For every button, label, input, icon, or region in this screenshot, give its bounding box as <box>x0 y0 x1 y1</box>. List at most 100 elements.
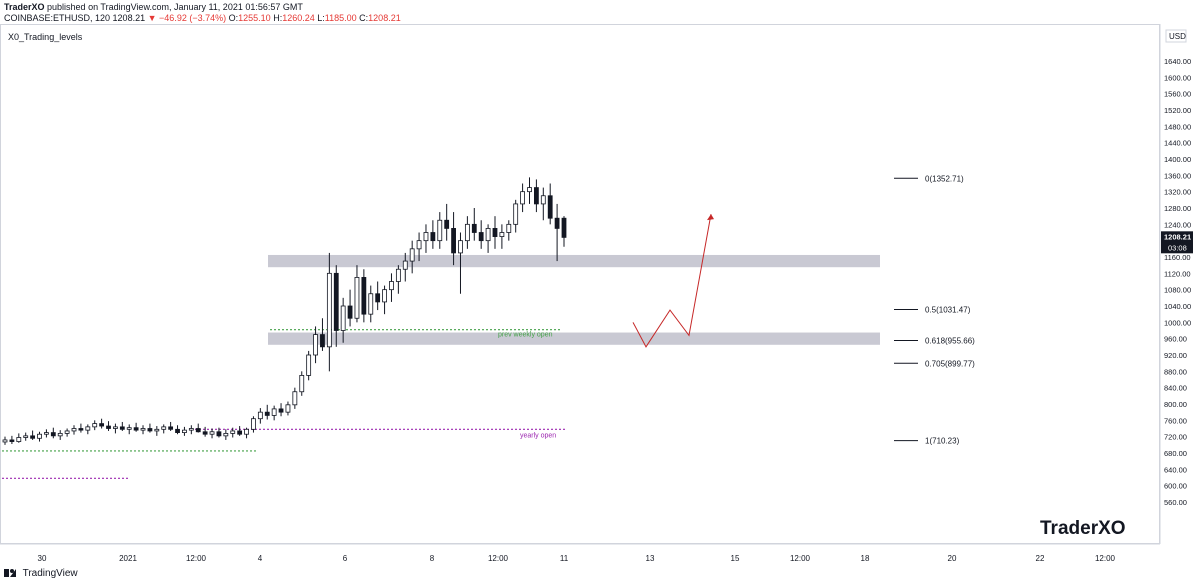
candle[interactable] <box>244 427 249 439</box>
tradingview-footer[interactable]: TradingView <box>4 568 78 579</box>
support-zone[interactable] <box>268 332 880 345</box>
candle[interactable] <box>119 421 125 431</box>
candle[interactable] <box>444 203 450 241</box>
candle[interactable] <box>306 350 312 381</box>
candle[interactable] <box>313 326 318 364</box>
candle[interactable] <box>57 430 63 440</box>
candle[interactable] <box>478 220 484 249</box>
candle[interactable] <box>50 427 56 439</box>
candle[interactable] <box>278 403 284 417</box>
indicator-label[interactable]: X0_Trading_levels <box>8 32 83 42</box>
candle[interactable] <box>527 177 532 204</box>
time-tick-label: 6 <box>343 554 348 563</box>
candle[interactable] <box>395 265 401 294</box>
level-label: yearly open <box>520 432 556 439</box>
candle[interactable] <box>161 424 167 434</box>
last-price-marker[interactable] <box>1161 231 1193 254</box>
open-label: O: <box>228 13 239 23</box>
publish-info: published on TradingView.com, January 11… <box>44 2 303 12</box>
candle[interactable] <box>78 423 84 433</box>
low-label: L: <box>317 13 325 23</box>
candle[interactable] <box>195 423 201 433</box>
candle[interactable] <box>188 425 194 435</box>
candle[interactable] <box>423 224 429 253</box>
candle[interactable] <box>451 212 456 266</box>
candle[interactable] <box>85 424 91 435</box>
candle[interactable] <box>299 371 305 396</box>
candle[interactable] <box>230 427 236 438</box>
candle[interactable] <box>437 212 443 249</box>
candle[interactable] <box>99 418 105 429</box>
candle[interactable] <box>402 252 408 282</box>
candle[interactable] <box>513 199 519 233</box>
candle[interactable] <box>471 208 477 241</box>
candle[interactable] <box>9 435 15 445</box>
candle[interactable] <box>375 281 381 311</box>
candle[interactable] <box>264 404 270 420</box>
time-tick-label: 15 <box>731 554 740 563</box>
candle[interactable] <box>430 220 436 249</box>
candle[interactable] <box>147 423 153 433</box>
candle[interactable] <box>113 423 118 434</box>
candle[interactable] <box>64 428 70 437</box>
candle[interactable] <box>389 273 394 302</box>
candle[interactable] <box>347 289 353 327</box>
candle[interactable] <box>106 421 111 431</box>
candle[interactable] <box>251 416 256 433</box>
candle[interactable] <box>257 408 263 424</box>
candle[interactable] <box>333 265 339 347</box>
candle[interactable] <box>23 432 29 441</box>
currency-badge[interactable] <box>1165 29 1187 43</box>
support-zone[interactable] <box>268 254 880 268</box>
candle[interactable] <box>30 430 36 440</box>
candle[interactable] <box>547 183 553 225</box>
candle[interactable] <box>216 427 222 438</box>
candle[interactable] <box>154 426 160 436</box>
candle[interactable] <box>16 433 22 443</box>
price-tick-label: 920.00 <box>1164 351 1187 360</box>
candle[interactable] <box>409 240 415 274</box>
projection-path[interactable] <box>632 214 712 348</box>
candle[interactable] <box>271 405 277 421</box>
candle[interactable] <box>561 216 567 247</box>
candle[interactable] <box>520 183 525 213</box>
candle[interactable] <box>37 431 42 442</box>
plot-area[interactable] <box>0 24 1160 544</box>
candle[interactable] <box>320 318 325 351</box>
candle[interactable] <box>140 425 146 435</box>
candle[interactable] <box>540 187 546 221</box>
candle[interactable] <box>354 265 360 323</box>
candle[interactable] <box>533 179 539 213</box>
candle[interactable] <box>2 436 8 445</box>
candle[interactable] <box>202 426 208 437</box>
candle[interactable] <box>554 203 560 262</box>
candle[interactable] <box>361 269 367 323</box>
price-chart[interactable]: prev weekly open yearly open 0(1352.71) 0.… <box>0 24 1200 568</box>
candle[interactable] <box>285 401 291 416</box>
candle[interactable] <box>92 420 98 431</box>
candle[interactable] <box>506 220 512 241</box>
candle[interactable] <box>168 421 174 431</box>
candle[interactable] <box>485 224 491 253</box>
candle[interactable] <box>368 285 374 323</box>
candle[interactable] <box>416 232 422 262</box>
candle-body <box>2 439 8 443</box>
author-name[interactable]: TraderXO <box>4 2 45 12</box>
candle[interactable] <box>223 429 229 440</box>
candle[interactable] <box>182 426 187 436</box>
candle[interactable] <box>175 425 180 435</box>
candle[interactable] <box>382 285 387 315</box>
candle[interactable] <box>292 387 298 409</box>
candle[interactable] <box>492 216 498 249</box>
candle[interactable] <box>499 224 505 249</box>
candle[interactable] <box>71 425 77 435</box>
candle[interactable] <box>44 429 49 438</box>
candle[interactable] <box>126 424 132 435</box>
candle[interactable] <box>237 426 243 436</box>
candle[interactable] <box>133 422 139 432</box>
candle[interactable] <box>458 232 463 294</box>
candle[interactable] <box>464 216 470 249</box>
candle[interactable] <box>340 297 346 343</box>
candle[interactable] <box>209 428 215 439</box>
candle[interactable] <box>326 252 332 372</box>
